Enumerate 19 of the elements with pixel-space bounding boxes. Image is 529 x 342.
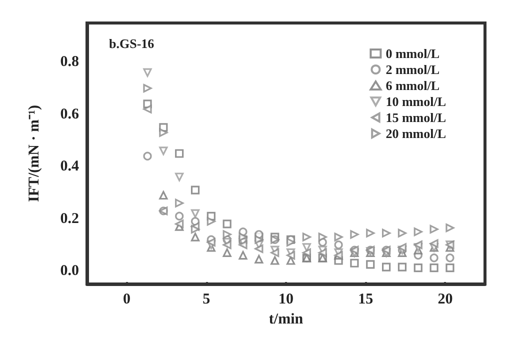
- x-tick-label: 0: [123, 292, 131, 308]
- x-tick-label: 15: [358, 292, 374, 308]
- legend-label: 10 mmol/L: [386, 94, 446, 109]
- y-tick-label: 0.2: [60, 210, 79, 227]
- legend-label: 2 mmol/L: [386, 62, 440, 77]
- legend-label: 6 mmol/L: [386, 78, 440, 93]
- legend-label: 15 mmol/L: [386, 110, 446, 125]
- legend-label: 20 mmol/L: [386, 126, 446, 141]
- y-tick-label: 0.0: [60, 262, 79, 279]
- x-tick-label: 20: [438, 292, 453, 308]
- text: b.GS-16: [109, 36, 155, 51]
- legend-label: 0 mmol/L: [386, 46, 440, 61]
- y-tick-label: 0.4: [60, 158, 80, 175]
- x-axis-title: t/min: [268, 311, 304, 328]
- x-tick-label: 10: [278, 292, 294, 308]
- y-tick-label: 0.6: [60, 106, 80, 122]
- x-tick-label: 5: [202, 292, 210, 308]
- y-tick-label: 0.8: [60, 54, 79, 70]
- y-axis-title: IFT/(mN · m⁻¹): [26, 105, 42, 202]
